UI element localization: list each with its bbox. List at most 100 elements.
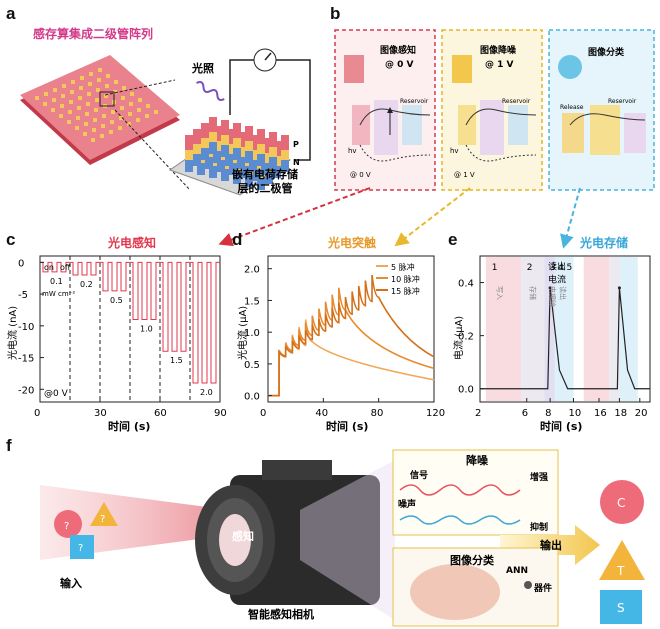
chart-e-phase-label: 电擦除 (548, 286, 557, 307)
chart-e-title: 光电存储 (580, 236, 629, 250)
enhance-label: 增强 (530, 473, 549, 483)
input-triangle (90, 502, 118, 526)
chip-pad (71, 80, 75, 84)
pillar-n (249, 160, 257, 172)
output-s: S (617, 601, 625, 615)
panel-a-title: 感存算集成二级管阵列 (33, 27, 154, 41)
arrow-to-e (560, 187, 581, 249)
chart-d-ytick-label: 0.5 (244, 360, 260, 371)
light-wave-icon (196, 81, 225, 101)
arrow-to-d (394, 187, 471, 247)
chart-c-ytick-label: -15 (18, 354, 34, 365)
pillar-mid (269, 147, 277, 157)
chart-e-peak (548, 286, 552, 290)
noise-label: 噪声 (398, 500, 417, 510)
chart-c-ytick-label: 0 (18, 258, 24, 269)
chart-e-xtick-label: 2 (475, 408, 481, 419)
pillar-n (221, 145, 229, 157)
output-c: C (617, 496, 625, 510)
pillar-n (233, 148, 241, 160)
chip-pad (43, 102, 47, 106)
chart-d-xtick-label: 120 (426, 408, 445, 419)
chip-pad (122, 86, 126, 90)
box1-hv: hv (348, 147, 357, 155)
lens-glass (219, 514, 251, 566)
circuit-wire (229, 59, 311, 161)
chart-e-readout: 读出 (548, 260, 566, 272)
chip-pad (106, 74, 110, 78)
chip-pad (87, 92, 91, 96)
chart-d-legend-label: 15 脉冲 (391, 286, 420, 296)
pillar-n (225, 154, 233, 166)
chart-d-ytick-label: 0.0 (244, 392, 260, 403)
chart-c-series (40, 261, 220, 384)
pillar-p (193, 129, 201, 144)
chip-pad (130, 92, 134, 96)
panel-label-b: b (330, 4, 341, 23)
chip-pad (121, 96, 125, 100)
chip-pad (53, 88, 57, 92)
chip-pad (97, 78, 101, 82)
brain-icon (410, 564, 500, 620)
chip-pad (79, 86, 83, 90)
chart-e-phase-label: 读出 (559, 286, 568, 300)
chart-c-xtick-label: 90 (214, 408, 227, 419)
box2-bias: @ 1 V (485, 60, 514, 70)
projection-cone (300, 460, 395, 620)
chart-d-ytick-label: 2.0 (244, 265, 260, 276)
chart-c-xtick-label: 60 (154, 408, 167, 419)
chip-pad (96, 88, 100, 92)
chart-d-xlabel: 时间 (s) (326, 420, 369, 433)
chart-e-phase-number: 3 (550, 263, 556, 273)
denoise-icon (452, 55, 472, 83)
chip-pad (109, 130, 113, 134)
chip-pad (84, 122, 88, 126)
noise-trace (399, 515, 521, 525)
chart-c-off-label: off (60, 263, 71, 272)
ann-node (524, 581, 532, 589)
chart-d-xtick-label: 40 (315, 408, 328, 419)
chart-e-xlabel: 时间 (s) (540, 420, 583, 433)
chip-pad (59, 114, 63, 118)
chip-pad (105, 84, 109, 88)
chip-pad (92, 128, 96, 132)
chip-pad (119, 116, 123, 120)
pillar-n (217, 160, 225, 172)
pillar-n (281, 160, 289, 172)
output-c-shape (600, 480, 644, 524)
input-mark-circle: ? (64, 521, 69, 532)
chart-c-intensity-label: 0.5 (110, 296, 123, 305)
chip-pad (91, 138, 95, 142)
chip-pad (127, 122, 131, 126)
box2-title: 图像降噪 (480, 44, 517, 56)
chip-pad (136, 118, 140, 122)
chart-c-bias: @0 V (44, 389, 69, 399)
light-label: 光照 (192, 62, 214, 75)
chip-pad (154, 110, 158, 114)
chip-pad (118, 126, 122, 130)
layer-n-label: N (293, 158, 300, 167)
pillar-p (185, 135, 193, 150)
zoom-line-bottom (114, 109, 191, 191)
chip-pad (70, 90, 74, 94)
pillar-n (213, 151, 221, 163)
chip-pad (52, 98, 56, 102)
chip-pad (85, 112, 89, 116)
pillar-n (205, 157, 213, 169)
chip-pads (35, 68, 158, 142)
chart-c-xlabel: 时间 (s) (108, 420, 151, 433)
output-t-shape (599, 540, 645, 580)
chart-c-xtick-label: 30 (94, 408, 107, 419)
chip-pad (67, 120, 71, 124)
pillar-n (229, 163, 237, 175)
chip-pad (61, 94, 65, 98)
pillar-p (269, 132, 277, 147)
chart-e-phase-band (520, 257, 545, 401)
chip-pad (77, 106, 81, 110)
pillar-n (257, 178, 265, 190)
chart-d-series-15 (268, 274, 435, 397)
box1-reservoir: Reservoir (400, 98, 429, 105)
signal-label: 信号 (410, 471, 429, 481)
signal-trace (399, 484, 521, 496)
pillar-mid (185, 150, 193, 160)
